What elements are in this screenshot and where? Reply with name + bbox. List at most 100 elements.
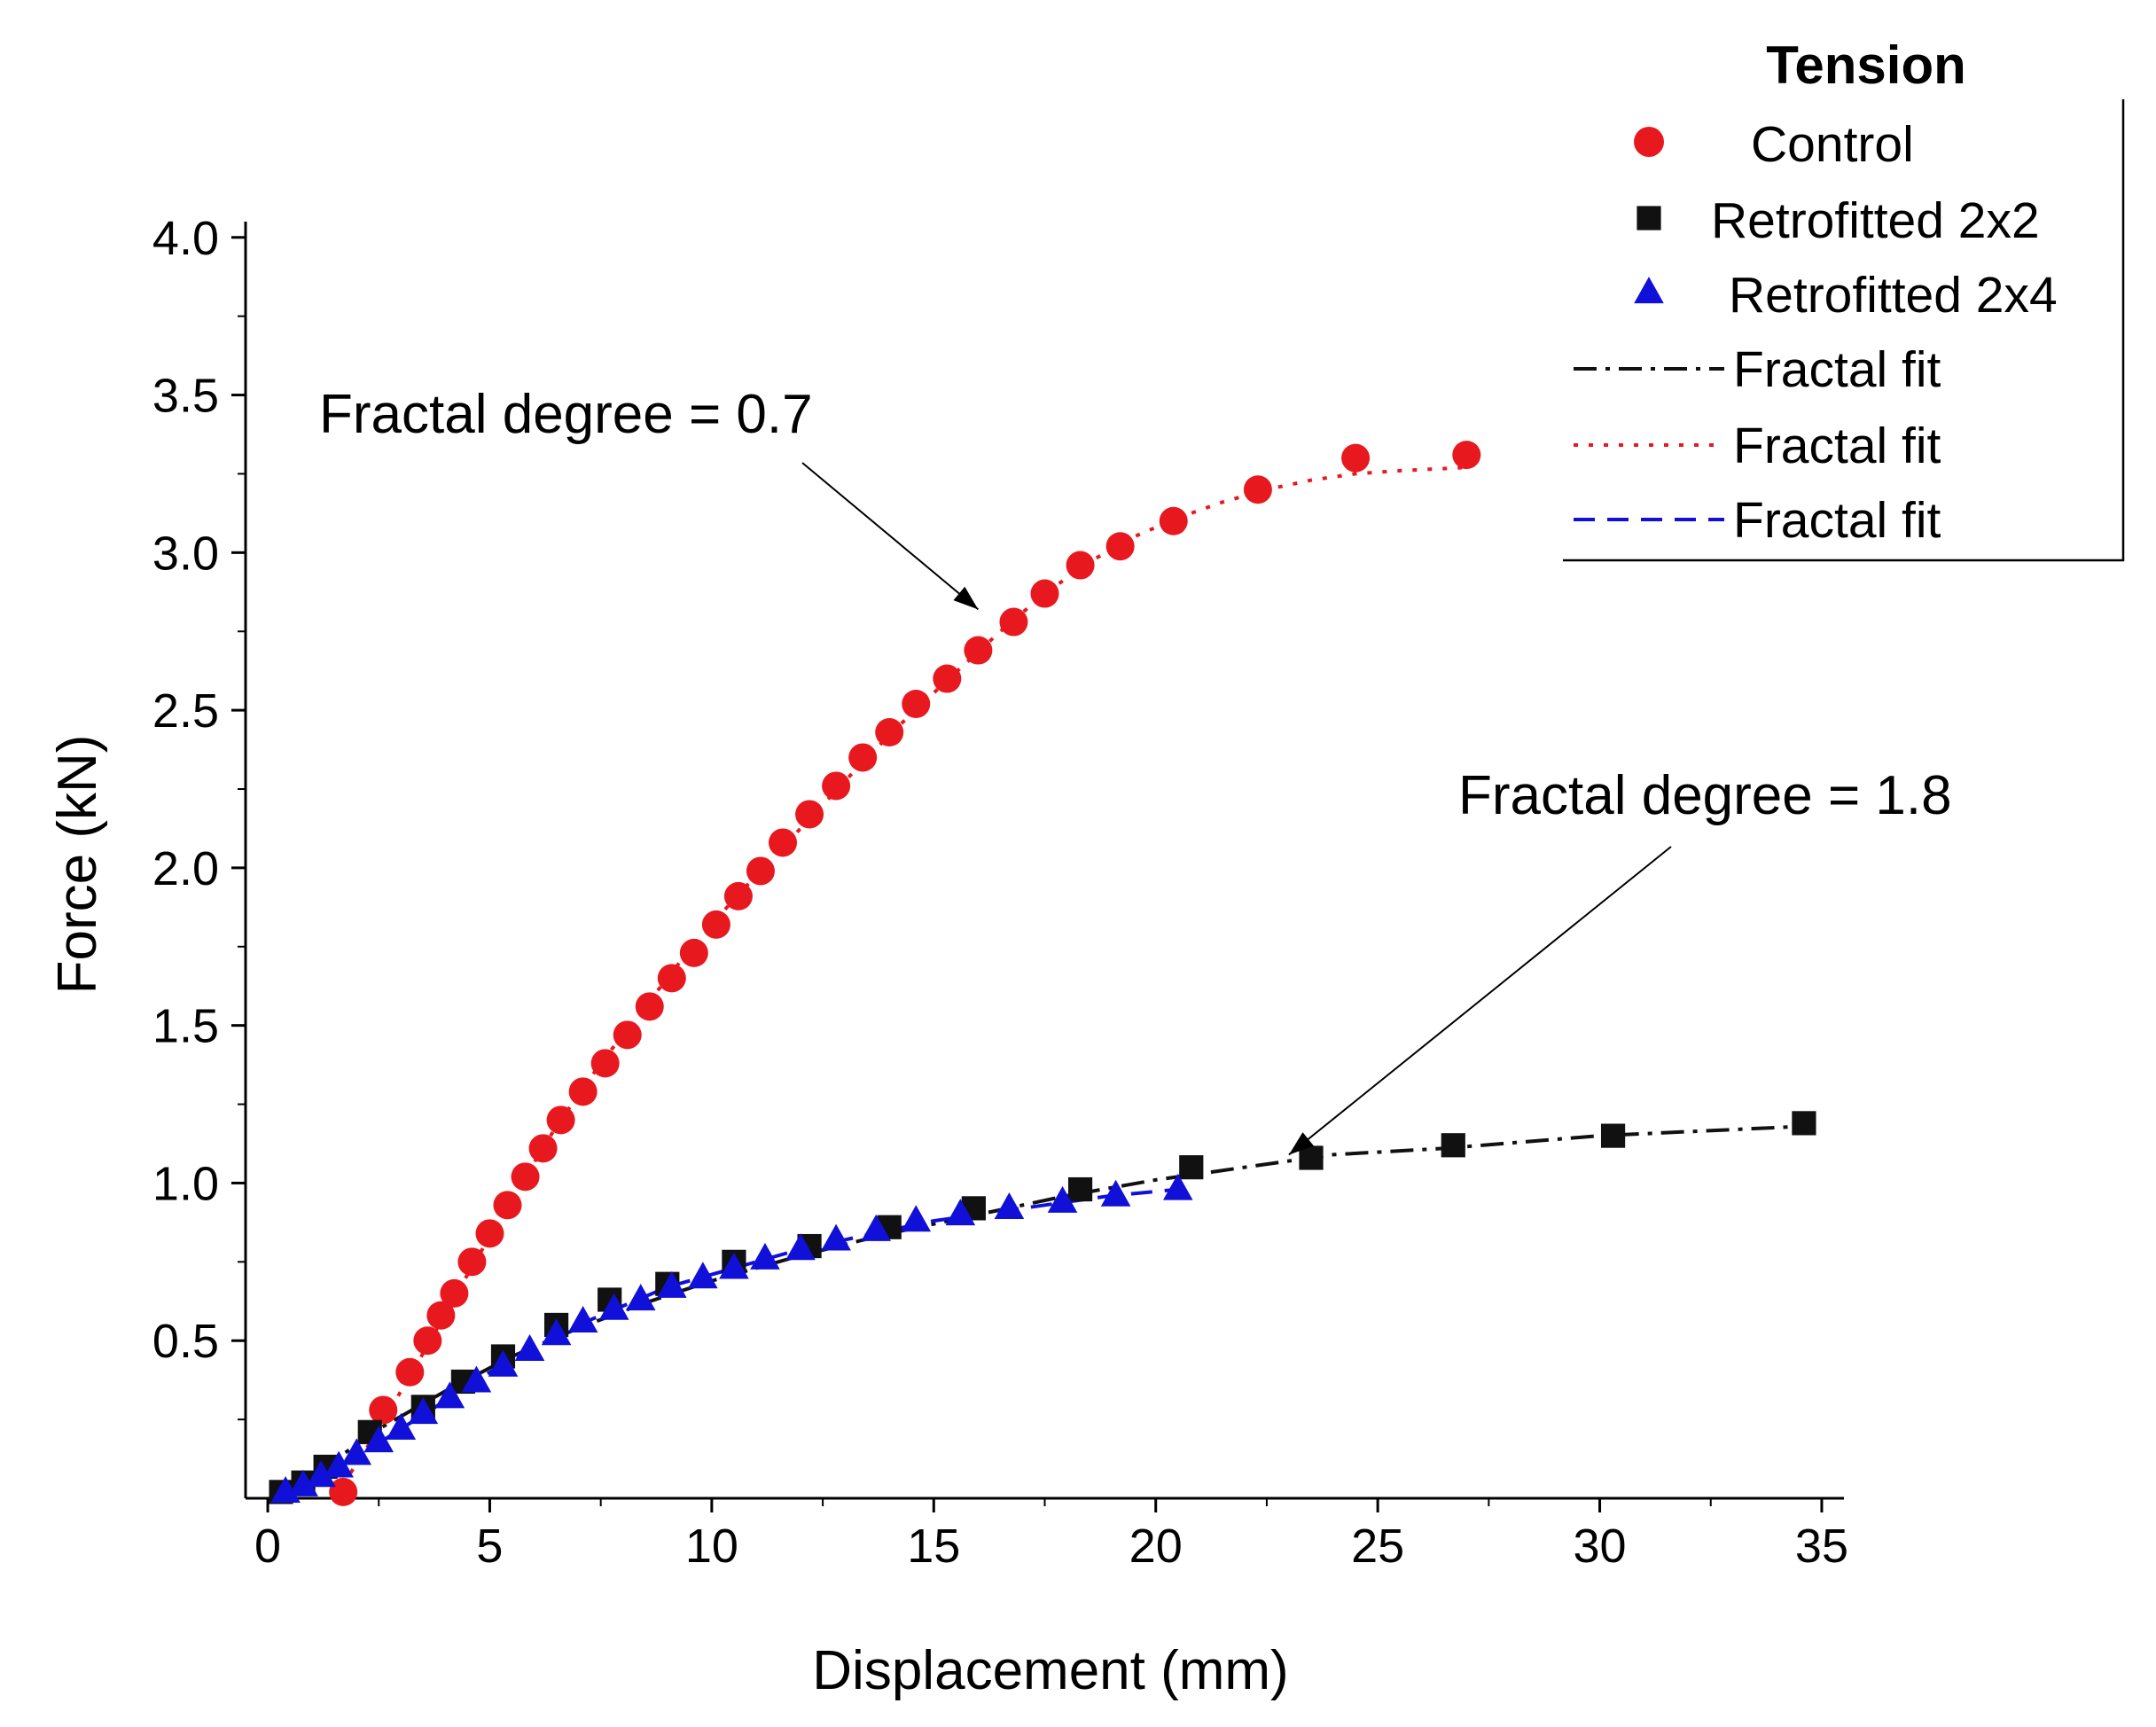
data-point-control <box>795 800 824 829</box>
data-point-retrofitted-2x4 <box>598 1293 629 1320</box>
y-tick-label: 1.5 <box>152 1000 219 1053</box>
data-point-control <box>426 1301 456 1330</box>
data-point-control <box>822 771 851 801</box>
plot-area: 0 5 10 15 20 25 30 35 0.5 1.0 1.5 2.0 2.5 3.0 3.5 4.0 <box>152 212 1848 1573</box>
data-point-retrofitted-2x4 <box>363 1426 394 1453</box>
y-tick-label: 3.0 <box>152 527 219 580</box>
y-tick-label: 4.0 <box>152 212 219 265</box>
data-point-control <box>635 992 664 1021</box>
data-point-control <box>769 828 798 857</box>
data-point-retrofitted-2x4 <box>408 1397 439 1425</box>
data-point-retrofitted-2x4 <box>821 1223 851 1251</box>
legend-symbol-triangle <box>1634 277 1664 304</box>
legend-title: Tension <box>1766 35 1966 95</box>
data-point-control <box>964 636 993 665</box>
x-tick-label: 35 <box>1795 1520 1848 1573</box>
data-point-retrofitted-2x2 <box>1792 1111 1816 1136</box>
data-point-control <box>1452 441 1481 470</box>
data-point-control <box>329 1477 358 1506</box>
data-point-retrofitted-2x2 <box>1179 1155 1204 1180</box>
data-point-retrofitted-2x4 <box>1162 1173 1193 1200</box>
legend-symbol-circle <box>1634 127 1664 157</box>
data-point-control <box>1159 506 1188 535</box>
data-point-control <box>723 881 753 910</box>
y-tick-label: 2.0 <box>152 842 219 895</box>
series-line-dotted <box>332 465 1467 1500</box>
data-point-retrofitted-2x4 <box>719 1252 749 1279</box>
x-tick-label: 10 <box>685 1520 738 1573</box>
series-line-dash-dot <box>280 1124 1804 1497</box>
data-point-control <box>1243 475 1272 504</box>
data-point-retrofitted-2x2 <box>1299 1145 1324 1170</box>
data-point-control <box>511 1162 540 1192</box>
data-point-control <box>369 1395 398 1425</box>
data-point-control <box>902 690 931 718</box>
data-point-retrofitted-2x4 <box>324 1450 354 1478</box>
data-point-control <box>528 1134 558 1163</box>
legend-symbol-square <box>1637 206 1661 231</box>
data-point-retrofitted-2x4 <box>994 1192 1025 1219</box>
y-tick-label: 0.5 <box>152 1315 219 1368</box>
y-ticks: 0.5 1.0 1.5 2.0 2.5 3.0 3.5 4.0 <box>152 212 246 1421</box>
data-point-retrofitted-2x2 <box>1067 1176 1093 1202</box>
data-point-control <box>475 1219 504 1248</box>
y-tick-label: 2.5 <box>152 684 219 738</box>
data-point-retrofitted-2x4 <box>288 1469 318 1496</box>
annotation-arrowhead <box>953 586 979 610</box>
data-point-retrofitted-2x4 <box>386 1412 417 1440</box>
data-point-retrofitted-2x4 <box>901 1205 932 1232</box>
fit-lines <box>280 465 1804 1500</box>
data-point-control <box>701 910 730 939</box>
legend-label: Fractal fit <box>1733 492 1941 549</box>
data-markers <box>269 441 1816 1506</box>
data-point-control <box>657 964 686 993</box>
data-point-control <box>546 1106 575 1135</box>
data-point-control <box>413 1326 442 1356</box>
legend: Tension Control Retrofitted 2x2 Retrofitte… <box>1563 35 2125 562</box>
x-tick-label: 0 <box>254 1520 281 1573</box>
data-point-control <box>395 1357 425 1387</box>
data-point-retrofitted-2x4 <box>434 1381 465 1409</box>
y-tick-label: 3.5 <box>152 370 219 423</box>
data-point-control <box>568 1077 598 1106</box>
legend-label: Retrofitted 2x4 <box>1729 267 2058 324</box>
x-tick-label: 15 <box>907 1520 960 1573</box>
annotation-arrow-line <box>801 462 980 611</box>
data-point-control <box>746 856 775 886</box>
data-point-retrofitted-2x4 <box>541 1318 572 1346</box>
annotation-label: Fractal degree = 1.8 <box>1458 765 1952 826</box>
data-point-retrofitted-2x4 <box>785 1233 816 1261</box>
data-point-control <box>1341 443 1371 473</box>
data-point-control <box>457 1247 487 1277</box>
data-point-retrofitted-2x4 <box>861 1214 891 1241</box>
annotations: Fractal degree = 0.7 Fractal degree = 1.8 <box>319 384 1952 1156</box>
data-point-control <box>848 743 878 772</box>
data-point-retrofitted-2x2 <box>1600 1123 1626 1148</box>
x-axis-title: Displacement (mm) <box>812 1640 1288 1701</box>
data-point-retrofitted-2x4 <box>567 1306 598 1332</box>
legend-label: Retrofitted 2x2 <box>1711 192 2040 249</box>
legend-frame <box>1563 99 2125 562</box>
data-point-control <box>613 1020 642 1050</box>
data-point-retrofitted-2x4 <box>488 1349 519 1377</box>
x-tick-label: 5 <box>476 1520 503 1573</box>
data-point-retrofitted-2x4 <box>514 1334 545 1361</box>
data-point-control <box>493 1191 522 1220</box>
data-point-control <box>933 664 962 693</box>
data-point-control <box>1105 532 1135 561</box>
y-axis-title: Force (kN) <box>47 735 108 995</box>
annotation-arrow-line <box>1288 846 1672 1156</box>
x-tick-label: 30 <box>1574 1520 1627 1573</box>
x-tick-label: 25 <box>1351 1520 1404 1573</box>
data-point-retrofitted-2x4 <box>657 1270 687 1298</box>
annotation-label: Fractal degree = 0.7 <box>319 384 813 445</box>
data-point-retrofitted-2x4 <box>341 1438 372 1465</box>
data-point-retrofitted-2x4 <box>688 1262 718 1289</box>
annotation-arrowhead <box>1288 1132 1315 1155</box>
data-point-retrofitted-2x4 <box>625 1284 656 1311</box>
data-point-retrofitted-2x4 <box>945 1199 976 1226</box>
data-point-retrofitted-2x4 <box>461 1365 492 1393</box>
legend-label: Fractal fit <box>1733 341 1941 398</box>
data-point-retrofitted-2x4 <box>306 1460 336 1488</box>
